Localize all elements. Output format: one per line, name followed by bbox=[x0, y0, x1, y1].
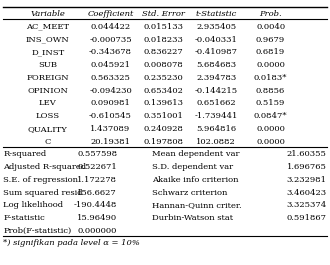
Text: 0.653402: 0.653402 bbox=[144, 87, 183, 95]
Text: Coefficient: Coefficient bbox=[87, 10, 134, 18]
Text: 156.6627: 156.6627 bbox=[78, 189, 117, 197]
Text: 20.19381: 20.19381 bbox=[90, 138, 131, 145]
Text: 0.0000: 0.0000 bbox=[256, 138, 285, 145]
Text: 0.5159: 0.5159 bbox=[256, 99, 285, 107]
Text: 21.60355: 21.60355 bbox=[287, 150, 327, 158]
Text: Mean dependent var: Mean dependent var bbox=[152, 150, 239, 158]
Text: INS_OWN: INS_OWN bbox=[26, 36, 70, 43]
Text: 2.935405: 2.935405 bbox=[196, 23, 236, 31]
Text: OPINION: OPINION bbox=[27, 87, 68, 95]
Text: 0.522671: 0.522671 bbox=[78, 163, 117, 171]
Text: S.E. of regression: S.E. of regression bbox=[3, 176, 78, 184]
Text: Hannan-Quinn criter.: Hannan-Quinn criter. bbox=[152, 201, 242, 209]
Text: 0.651662: 0.651662 bbox=[196, 99, 236, 107]
Text: C: C bbox=[45, 138, 51, 145]
Text: 5.964816: 5.964816 bbox=[196, 125, 236, 133]
Text: 0.0000: 0.0000 bbox=[256, 125, 285, 133]
Text: Prob(F-statistic): Prob(F-statistic) bbox=[3, 227, 72, 235]
Text: Sum squared resid: Sum squared resid bbox=[3, 189, 83, 197]
Text: 0.045921: 0.045921 bbox=[90, 61, 131, 69]
Text: S.D. dependent var: S.D. dependent var bbox=[152, 163, 233, 171]
Text: 0.090981: 0.090981 bbox=[91, 99, 130, 107]
Text: Prob.: Prob. bbox=[259, 10, 282, 18]
Text: 0.0040: 0.0040 bbox=[256, 23, 285, 31]
Text: t-Statistic: t-Statistic bbox=[195, 10, 237, 18]
Text: 15.96490: 15.96490 bbox=[77, 214, 117, 222]
Text: F-statistic: F-statistic bbox=[3, 214, 45, 222]
Text: 5.684683: 5.684683 bbox=[196, 61, 236, 69]
Text: 0.563325: 0.563325 bbox=[91, 74, 130, 82]
Text: SUB: SUB bbox=[38, 61, 57, 69]
Text: Variable: Variable bbox=[30, 10, 65, 18]
Text: 0.9679: 0.9679 bbox=[256, 36, 285, 43]
Text: 2.394783: 2.394783 bbox=[196, 74, 236, 82]
Text: -190.4448: -190.4448 bbox=[74, 201, 117, 209]
Text: Log likelihood: Log likelihood bbox=[3, 201, 63, 209]
Text: -0.343678: -0.343678 bbox=[89, 48, 132, 56]
Text: Std. Error: Std. Error bbox=[142, 10, 185, 18]
Text: D_INST: D_INST bbox=[31, 48, 64, 56]
Text: -0.040331: -0.040331 bbox=[195, 36, 238, 43]
Text: 0.0847*: 0.0847* bbox=[254, 112, 287, 120]
Text: 1.696765: 1.696765 bbox=[287, 163, 327, 171]
Text: 3.460423: 3.460423 bbox=[286, 189, 327, 197]
Text: Durbin-Watson stat: Durbin-Watson stat bbox=[152, 214, 233, 222]
Text: 0.015133: 0.015133 bbox=[143, 23, 183, 31]
Text: LOSS: LOSS bbox=[36, 112, 60, 120]
Text: 0.044422: 0.044422 bbox=[90, 23, 131, 31]
Text: Schwarz criterion: Schwarz criterion bbox=[152, 189, 227, 197]
Text: 0.197808: 0.197808 bbox=[143, 138, 183, 145]
Text: 0.351001: 0.351001 bbox=[144, 112, 183, 120]
Text: 102.0882: 102.0882 bbox=[196, 138, 236, 145]
Text: 0.240928: 0.240928 bbox=[144, 125, 183, 133]
Text: -0.000735: -0.000735 bbox=[89, 36, 132, 43]
Text: 1.172278: 1.172278 bbox=[77, 176, 117, 184]
Text: 0.000000: 0.000000 bbox=[78, 227, 117, 235]
Text: 0.591867: 0.591867 bbox=[287, 214, 327, 222]
Text: -0.610545: -0.610545 bbox=[89, 112, 132, 120]
Text: 0.139613: 0.139613 bbox=[143, 99, 183, 107]
Text: 0.6819: 0.6819 bbox=[256, 48, 285, 56]
Text: 1.437089: 1.437089 bbox=[90, 125, 131, 133]
Text: LEV: LEV bbox=[39, 99, 57, 107]
Text: 0.0000: 0.0000 bbox=[256, 61, 285, 69]
Text: 0.235230: 0.235230 bbox=[144, 74, 183, 82]
Text: R-squared: R-squared bbox=[3, 150, 47, 158]
Text: Akaike info criterion: Akaike info criterion bbox=[152, 176, 238, 184]
Text: -1.739441: -1.739441 bbox=[194, 112, 238, 120]
Text: -0.094230: -0.094230 bbox=[89, 87, 132, 95]
Text: 0.018233: 0.018233 bbox=[144, 36, 183, 43]
Text: FOREIGN: FOREIGN bbox=[26, 74, 69, 82]
Text: 0.836227: 0.836227 bbox=[144, 48, 183, 56]
Text: -0.144215: -0.144215 bbox=[195, 87, 238, 95]
Text: QUALITY: QUALITY bbox=[28, 125, 68, 133]
Text: 0.557598: 0.557598 bbox=[77, 150, 117, 158]
Text: 3.325374: 3.325374 bbox=[286, 201, 327, 209]
Text: 0.8856: 0.8856 bbox=[256, 87, 285, 95]
Text: 0.0183*: 0.0183* bbox=[254, 74, 287, 82]
Text: AC_MEET: AC_MEET bbox=[26, 23, 69, 31]
Text: Adjusted R-squared: Adjusted R-squared bbox=[3, 163, 86, 171]
Text: -0.410987: -0.410987 bbox=[195, 48, 238, 56]
Text: *) signifikan pada level α = 10%: *) signifikan pada level α = 10% bbox=[3, 239, 140, 247]
Text: 3.232981: 3.232981 bbox=[287, 176, 327, 184]
Text: 0.008078: 0.008078 bbox=[144, 61, 183, 69]
